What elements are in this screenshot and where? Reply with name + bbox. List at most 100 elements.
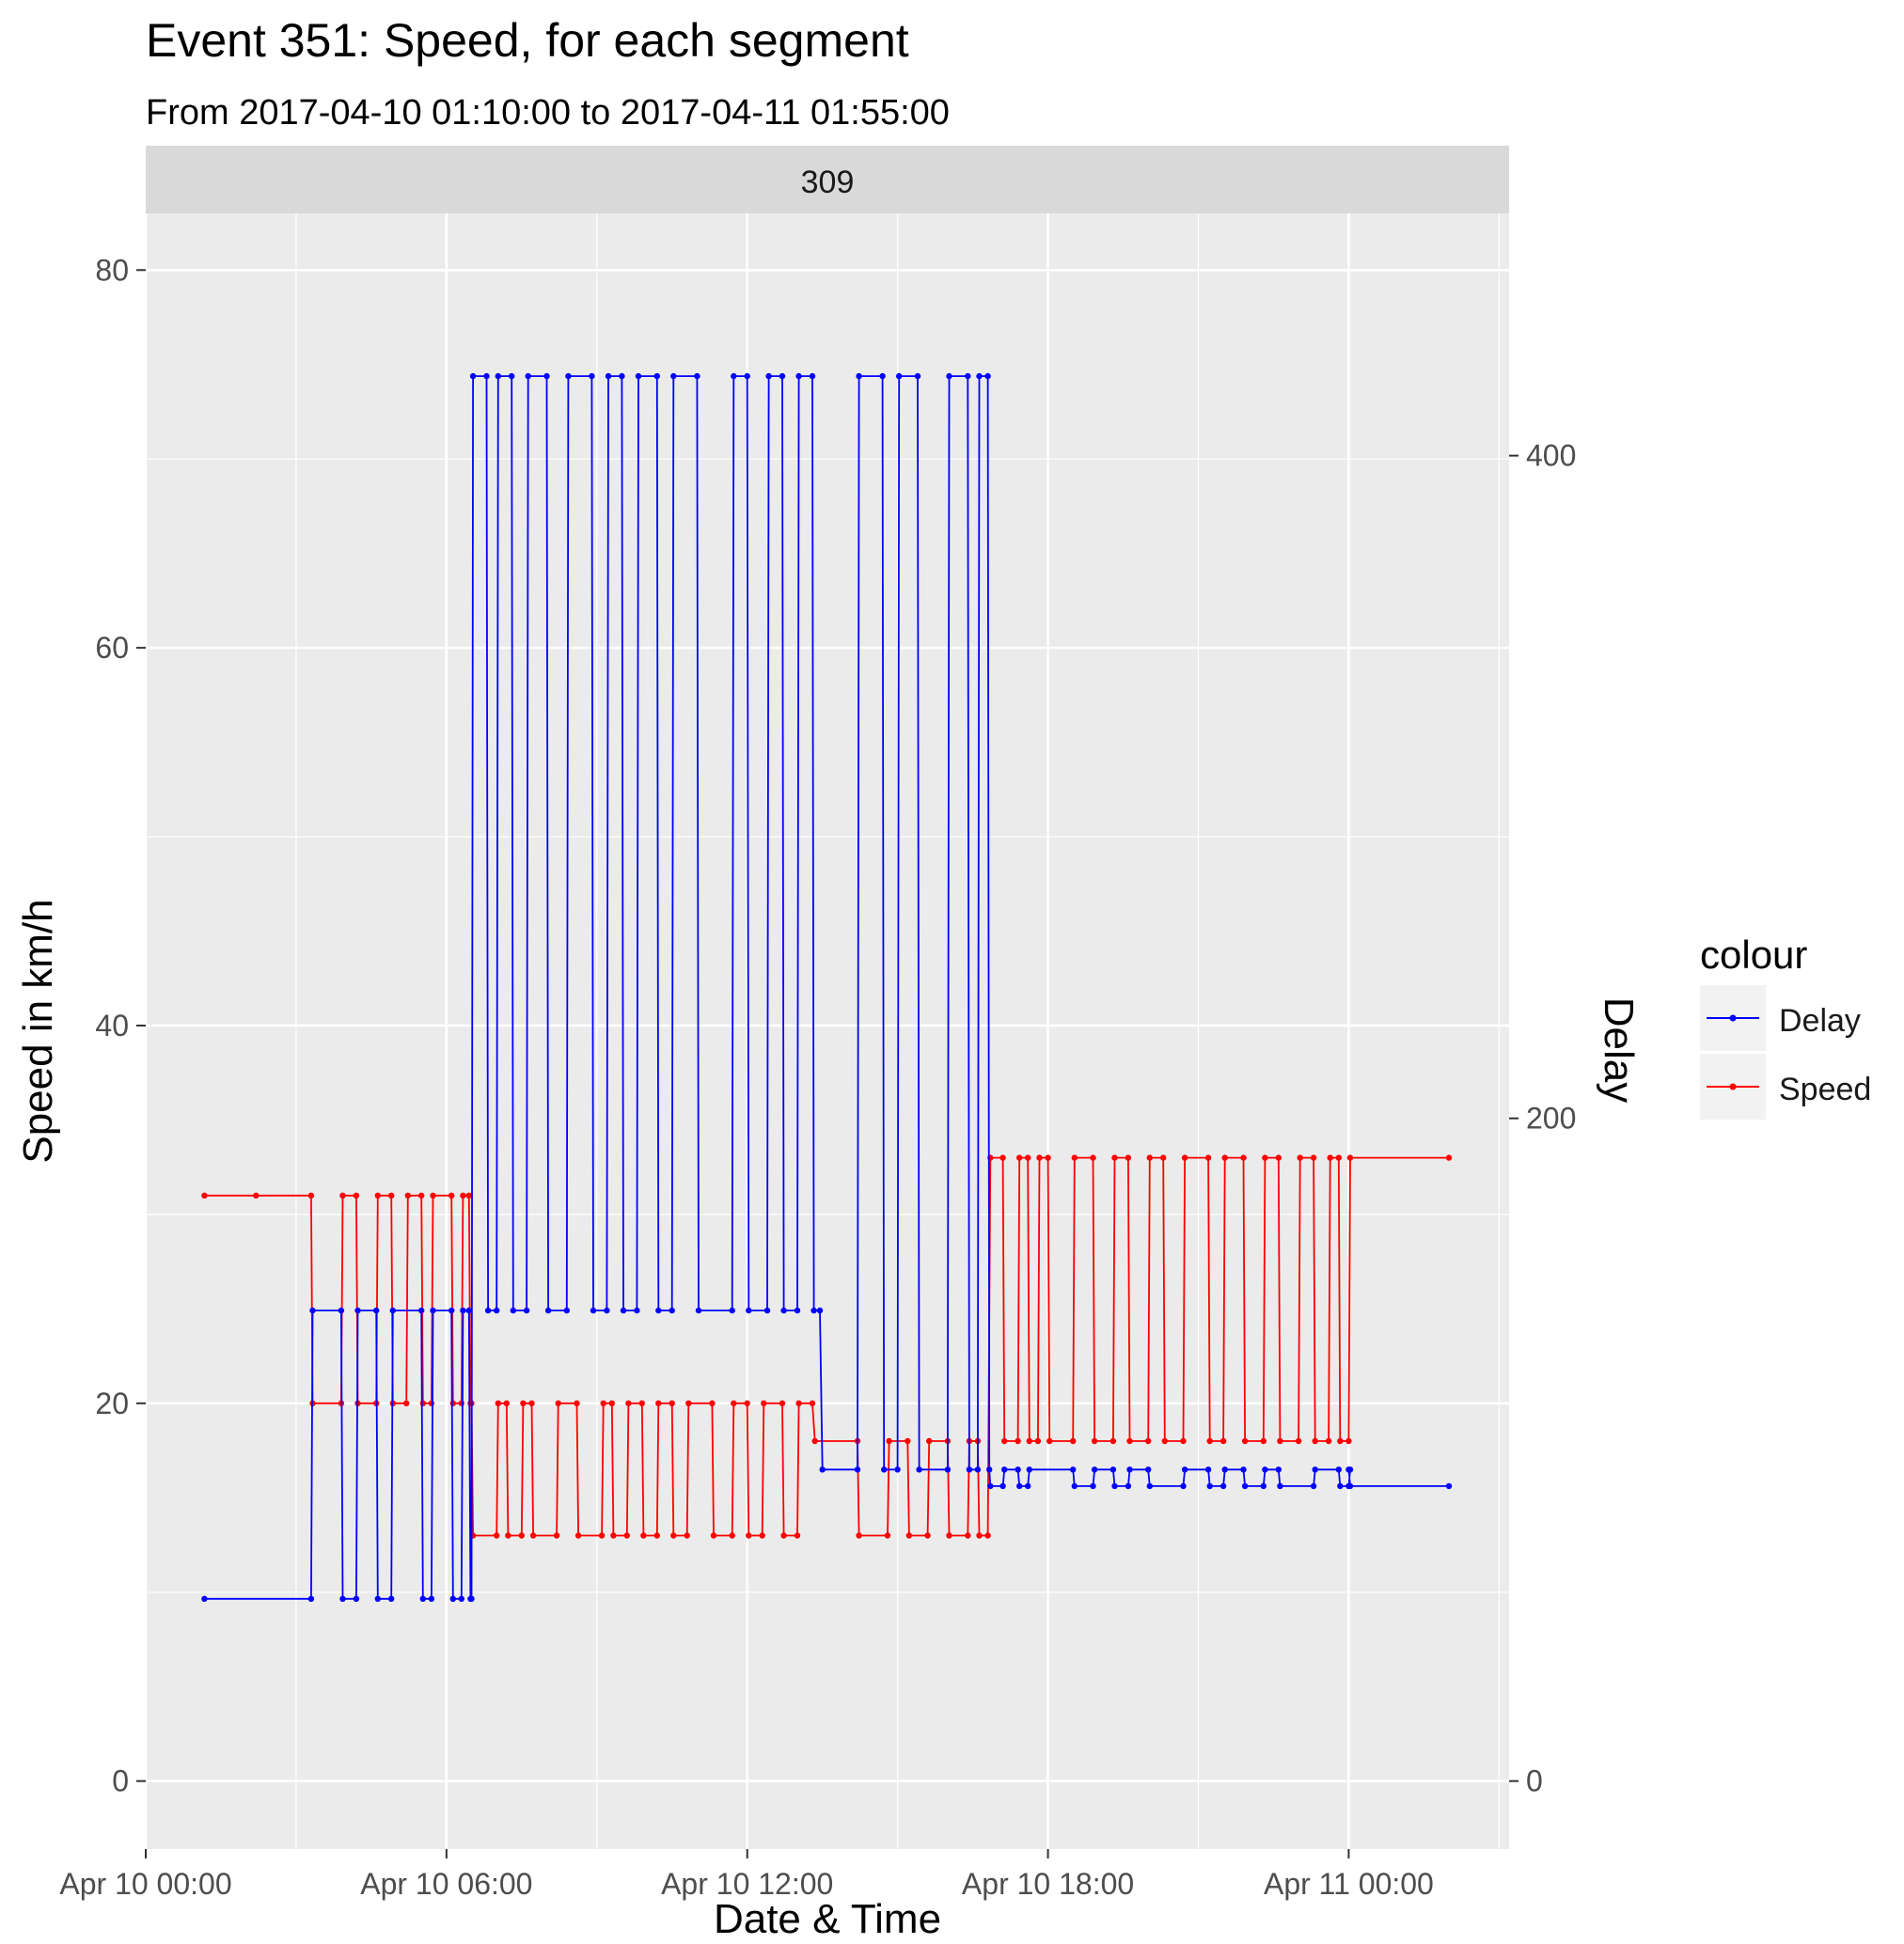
series-point-delay [731, 372, 737, 380]
series-point-delay [484, 1307, 492, 1314]
legend-point-delay [1729, 1014, 1737, 1022]
series-point-speed [1090, 1154, 1096, 1161]
series-point-delay [523, 1307, 530, 1314]
series-point-delay [619, 372, 625, 380]
series-point-delay [465, 1307, 472, 1314]
x-tick-label: Apr 10 12:00 [661, 1867, 833, 1901]
series-point-delay [1337, 1482, 1344, 1490]
series-point-delay [765, 372, 772, 380]
series-point-speed [494, 1532, 500, 1539]
series-point-delay [986, 1466, 993, 1473]
legend: colour Delay Speed [1700, 933, 1871, 1120]
series-point-delay [653, 372, 660, 380]
series-point-speed [1109, 1437, 1117, 1445]
series-point-delay [604, 1307, 610, 1314]
series-point-delay [976, 372, 983, 380]
series-point-delay [914, 372, 921, 380]
series-point-delay [1241, 1482, 1249, 1490]
series-point-delay [373, 1307, 380, 1314]
series-point-delay [894, 1466, 901, 1473]
series-point-delay [694, 372, 700, 380]
series-point-delay [881, 1466, 888, 1473]
series-point-delay [338, 1307, 345, 1314]
series-point-delay [655, 1307, 662, 1314]
series-point-delay [544, 1307, 552, 1314]
series-point-speed [999, 1154, 1006, 1161]
facet-strip [146, 146, 1509, 213]
series-point-speed [518, 1532, 525, 1539]
series-point-speed [794, 1532, 801, 1539]
y2-axis-title: Delay [1596, 997, 1642, 1104]
series-point-speed [419, 1400, 426, 1407]
x-tick-label: Apr 11 00:00 [1264, 1867, 1434, 1901]
series-point-delay [999, 1482, 1006, 1490]
series-point-speed [709, 1400, 716, 1407]
series-point-speed [553, 1532, 560, 1539]
series-point-delay [695, 1307, 702, 1314]
series-point-speed [374, 1192, 381, 1199]
series-point-speed [574, 1532, 582, 1539]
series-point-speed [529, 1532, 537, 1539]
series-point-delay [819, 1466, 826, 1473]
series-point-speed [1016, 1154, 1023, 1161]
series-point-speed [201, 1192, 208, 1199]
series-point-speed [520, 1400, 527, 1407]
chart-subtitle: From 2017-04-10 01:10:00 to 2017-04-11 0… [146, 93, 950, 133]
series-point-delay [418, 1307, 425, 1314]
series-point-delay [563, 1307, 570, 1314]
series-point-speed [1241, 1437, 1249, 1445]
x-tick-label: Apr 10 18:00 [962, 1867, 1134, 1901]
series-point-speed [1146, 1154, 1154, 1161]
series-point-delay [448, 1307, 455, 1314]
x-axis: Apr 10 00:00 Apr 10 06:00 Apr 10 12:00 Apr … [59, 1849, 1434, 1901]
series-point-speed [746, 1532, 752, 1539]
series-point-delay [388, 1595, 395, 1603]
series-point-speed [655, 1400, 662, 1407]
series-point-speed [976, 1532, 983, 1539]
series-point-speed [809, 1400, 816, 1407]
series-point-delay [525, 372, 531, 380]
legend-label-speed: Speed [1779, 1072, 1871, 1107]
series-point-delay [353, 1595, 360, 1603]
series-point-speed [1327, 1154, 1333, 1161]
series-point-delay [809, 372, 816, 380]
y-tick-label: 20 [95, 1387, 129, 1420]
series-point-delay [620, 1307, 627, 1314]
series-point-speed [905, 1437, 911, 1445]
series-point-delay [307, 1595, 315, 1603]
series-point-speed [884, 1532, 891, 1539]
series-point-speed [856, 1532, 862, 1539]
series-point-speed [965, 1532, 971, 1539]
series-point-speed [1240, 1154, 1247, 1161]
series-point-speed [465, 1192, 472, 1199]
series-point-delay [966, 1466, 973, 1473]
series-point-delay [339, 1595, 346, 1603]
series-point-speed [729, 1532, 735, 1539]
series-layer [201, 372, 1453, 1603]
series-point-delay [430, 1307, 436, 1314]
series-point-speed [1015, 1437, 1021, 1445]
series-point-speed [610, 1532, 617, 1539]
major-gridlines [144, 213, 1509, 1849]
series-point-delay [946, 372, 952, 380]
series-point-speed [685, 1400, 692, 1407]
series-point-speed [353, 1192, 360, 1199]
series-point-delay [1071, 1482, 1078, 1490]
x-tick-label: Apr 10 06:00 [360, 1867, 532, 1901]
series-point-delay [794, 1307, 801, 1314]
series-point-delay [780, 1307, 787, 1314]
series-point-speed [505, 1532, 511, 1539]
series-point-speed [503, 1400, 510, 1407]
x-axis-title: Date & Time [714, 1896, 941, 1942]
series-point-delay [590, 1307, 597, 1314]
series-point-speed [1071, 1154, 1078, 1161]
y-tick-label: 60 [95, 631, 129, 665]
series-point-speed [1161, 1437, 1169, 1445]
series-point-delay [1445, 1482, 1453, 1490]
series-point-speed [1160, 1154, 1167, 1161]
series-point-speed [1045, 1154, 1051, 1161]
series-point-delay [605, 372, 612, 380]
series-point-delay [1240, 1466, 1247, 1473]
series-point-speed [339, 1192, 346, 1199]
